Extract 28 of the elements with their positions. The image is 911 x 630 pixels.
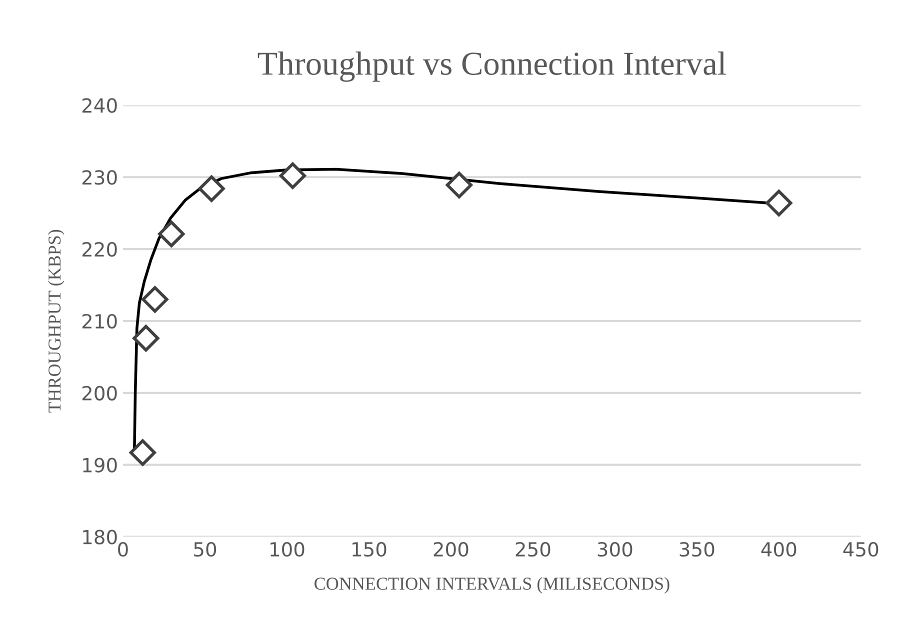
x-tick-label: 300 <box>598 542 632 557</box>
x-tick-label: 150 <box>352 542 386 557</box>
point <box>142 286 168 313</box>
y-tick-label: 210 <box>82 314 117 329</box>
y-tick-label: 220 <box>82 242 117 257</box>
x-tick-label: 400 <box>761 542 796 557</box>
x-tick-label: 200 <box>434 542 468 557</box>
point <box>446 172 472 198</box>
point <box>279 162 306 190</box>
x-tick-label: 0 <box>118 542 128 557</box>
point <box>129 439 156 466</box>
chart-title: Throughput vs Connection Interval <box>258 52 726 82</box>
x-tick-label: 100 <box>270 542 304 557</box>
x-axis-title: CONNECTION INTERVALS (MILISECONDS) <box>314 577 670 594</box>
point <box>158 220 185 248</box>
point <box>766 190 792 216</box>
x-tick-label: 350 <box>680 542 714 557</box>
y-tick-label: 190 <box>83 458 117 472</box>
y-tick-label: 240 <box>82 98 117 113</box>
point <box>198 175 225 202</box>
x-tick-label: 50 <box>194 542 216 557</box>
y-axis-title: THROUGHPUT (KBPS) <box>48 230 64 413</box>
y-tick-label: 180 <box>83 530 117 544</box>
y-tick-label: 200 <box>82 386 117 401</box>
y-tick-label: 230 <box>82 170 117 185</box>
x-tick-label: 450 <box>843 542 878 557</box>
point <box>132 324 160 352</box>
x-tick-label: 250 <box>516 542 550 557</box>
